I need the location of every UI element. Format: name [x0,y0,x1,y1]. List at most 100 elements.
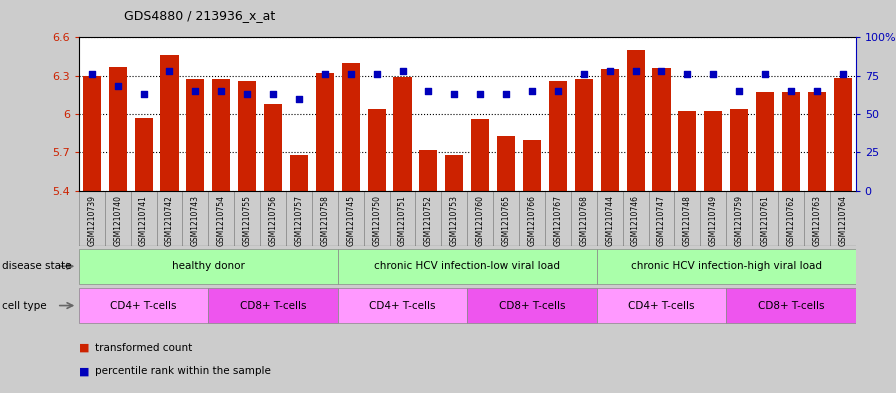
Bar [497,136,515,191]
Bar [597,191,623,246]
Text: GSM1210761: GSM1210761 [761,195,770,246]
Text: GDS4880 / 213936_x_at: GDS4880 / 213936_x_at [124,9,275,22]
Point [499,91,513,97]
Bar [79,191,105,246]
Text: GSM1210746: GSM1210746 [631,195,640,246]
Point [447,91,461,97]
Bar [597,288,726,323]
Text: CD8+ T-cells: CD8+ T-cells [240,301,306,310]
Bar [652,68,670,191]
Bar [238,81,256,191]
Point [680,71,694,77]
Text: GSM1210758: GSM1210758 [321,195,330,246]
Bar [730,109,748,191]
Bar [519,191,545,246]
Bar [212,79,230,191]
Text: GSM1210768: GSM1210768 [580,195,589,246]
Bar [675,191,701,246]
Point [266,91,280,97]
Bar [445,155,463,191]
Point [292,95,306,102]
Text: GSM1210748: GSM1210748 [683,195,692,246]
Point [810,88,824,94]
Bar [701,191,727,246]
Text: GSM1210755: GSM1210755 [243,195,252,246]
Point [84,71,99,77]
Bar [523,140,541,191]
Bar [416,191,442,246]
Text: GSM1210742: GSM1210742 [165,195,174,246]
Text: GSM1210753: GSM1210753 [450,195,459,246]
Bar [79,249,338,284]
Text: GSM1210751: GSM1210751 [398,195,407,246]
Bar [468,191,493,246]
Point [240,91,254,97]
Bar [778,191,804,246]
Bar [315,73,334,191]
Text: CD8+ T-cells: CD8+ T-cells [758,301,824,310]
Text: transformed count: transformed count [95,343,193,353]
Text: GSM1210745: GSM1210745 [346,195,355,246]
Text: chronic HCV infection-high viral load: chronic HCV infection-high viral load [631,261,822,271]
Text: GSM1210754: GSM1210754 [217,195,226,246]
Bar [726,288,856,323]
Text: GSM1210739: GSM1210739 [87,195,96,246]
Text: chronic HCV infection-low viral load: chronic HCV infection-low viral load [375,261,560,271]
Bar [626,50,644,191]
Bar [804,191,830,246]
Text: CD4+ T-cells: CD4+ T-cells [628,301,694,310]
Bar [782,92,800,191]
Bar [571,191,597,246]
Bar [134,118,152,191]
Bar [338,288,468,323]
Bar [471,119,489,191]
Bar [160,55,178,191]
Text: GSM1210752: GSM1210752 [424,195,433,246]
Text: GSM1210749: GSM1210749 [709,195,718,246]
Bar [468,288,597,323]
Bar [752,191,778,246]
Bar [600,69,619,191]
Bar [264,104,282,191]
Text: GSM1210762: GSM1210762 [787,195,796,246]
Text: GSM1210756: GSM1210756 [269,195,278,246]
Bar [183,191,208,246]
Point [525,88,539,94]
Bar [545,191,571,246]
Bar [364,191,390,246]
Bar [157,191,183,246]
Text: GSM1210763: GSM1210763 [813,195,822,246]
Bar [574,79,593,191]
Text: GSM1210744: GSM1210744 [605,195,614,246]
Text: CD8+ T-cells: CD8+ T-cells [499,301,565,310]
Point [706,71,720,77]
Text: healthy donor: healthy donor [172,261,245,271]
Point [343,71,358,77]
Bar [367,109,385,191]
Text: disease state: disease state [2,261,72,271]
Bar [260,191,286,246]
Bar [290,155,308,191]
Point [369,71,383,77]
Text: GSM1210765: GSM1210765 [502,195,511,246]
Point [551,88,565,94]
Point [654,68,668,74]
Bar [597,249,856,284]
Point [136,91,151,97]
Bar [442,191,468,246]
Bar [830,191,856,246]
Text: ■: ■ [79,366,90,376]
Point [784,88,798,94]
Point [577,71,591,77]
Text: GSM1210747: GSM1210747 [657,195,666,246]
Point [628,68,642,74]
Text: GSM1210757: GSM1210757 [295,195,304,246]
Bar [108,67,126,191]
Text: GSM1210766: GSM1210766 [528,195,537,246]
Bar [808,92,826,191]
Bar [549,81,567,191]
Point [758,71,772,77]
Bar [678,112,696,191]
Bar [82,75,101,191]
Bar [726,191,752,246]
